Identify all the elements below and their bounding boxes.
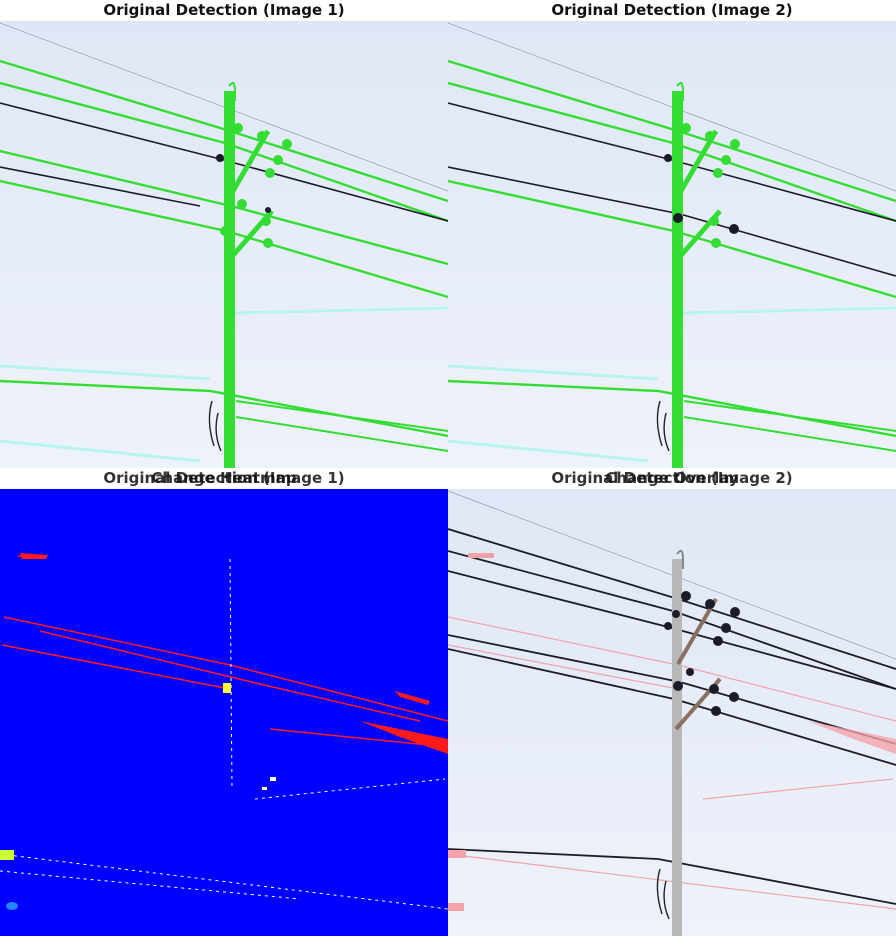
- detection-image-2: [448, 21, 896, 468]
- detection-image-1: [0, 21, 448, 468]
- panel-original-detection-image-2: Original Detection (Image 2): [448, 0, 896, 468]
- panel-original-detection-image-1: Original Detection (Image 1): [0, 0, 448, 468]
- panel-title-overlay: Change Overlay: [605, 469, 739, 487]
- panel-title: Original Detection (Image 2): [448, 0, 896, 21]
- change-overlay-image: [448, 489, 896, 936]
- panel-title: Original Detection (Image 1): [0, 0, 448, 21]
- panel-change-heatmap: Original Detection (Image 1) Change Heat…: [0, 468, 448, 936]
- panel-title-original: Original Detection (Image 1): [0, 468, 448, 489]
- panel-title-heatmap: Change Heatmap: [151, 469, 297, 487]
- panel-change-overlay: Original Detection (Image 2) Change Over…: [448, 468, 896, 936]
- panel-title-original: Original Detection (Image 2): [448, 468, 896, 489]
- change-heatmap-image: [0, 489, 448, 936]
